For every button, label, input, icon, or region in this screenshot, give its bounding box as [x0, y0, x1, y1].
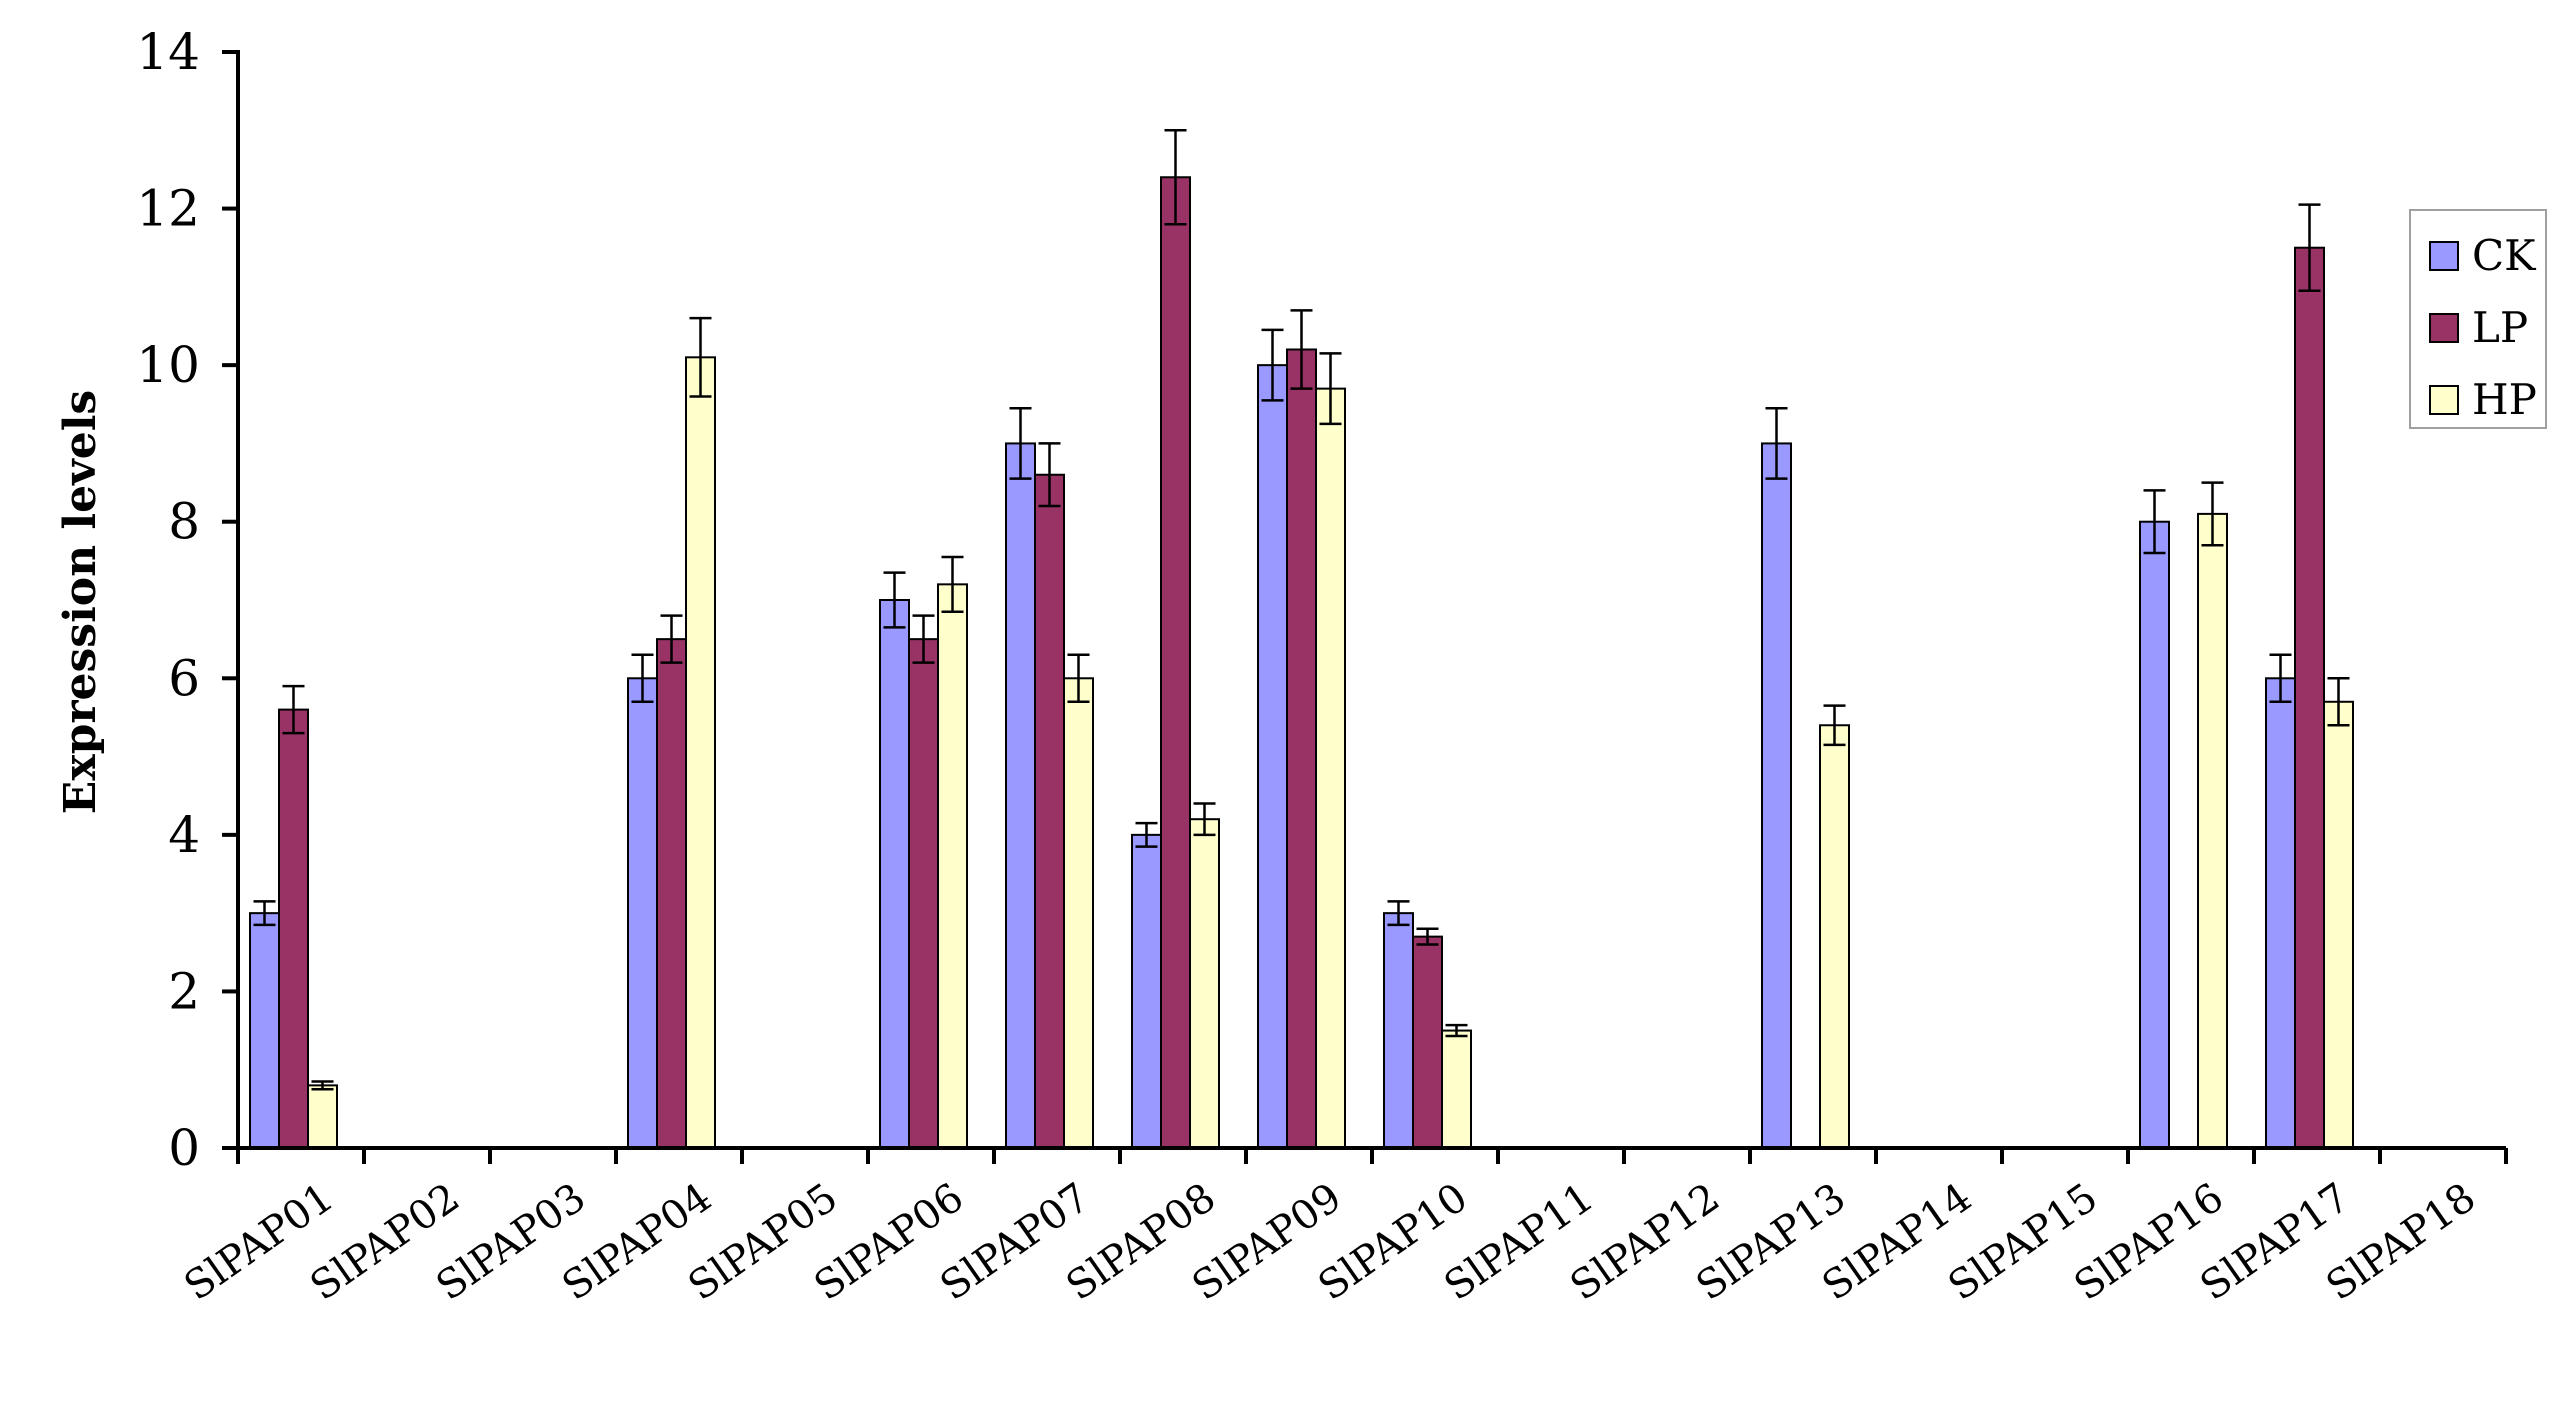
- error-bar-slpap08-hp: [1193, 802, 1216, 837]
- y-tick-label-12: 12: [136, 180, 200, 238]
- error-bar-slpap04-lp: [660, 614, 683, 664]
- error-bar-slpap17-lp: [2298, 203, 2321, 293]
- error-bar-slpap08-lp: [1164, 129, 1187, 226]
- y-tick-label-10: 10: [136, 336, 200, 394]
- error-bar-slpap07-hp: [1067, 653, 1090, 704]
- bar-slpap08-ck: [1131, 833, 1162, 1149]
- error-bar-slpap16-hp: [2201, 481, 2224, 547]
- bar-slpap10-lp: [1412, 935, 1443, 1150]
- bar-slpap07-lp: [1034, 473, 1065, 1149]
- error-bar-slpap10-lp: [1416, 927, 1439, 946]
- bar-slpap08-lp: [1160, 176, 1191, 1149]
- error-bar-slpap08-ck: [1135, 821, 1158, 848]
- bar-slpap07-hp: [1063, 677, 1094, 1149]
- error-bar-slpap04-ck: [631, 653, 654, 704]
- bar-slpap04-ck: [627, 677, 658, 1149]
- bar-slpap04-hp: [685, 356, 716, 1150]
- bar-slpap08-hp: [1189, 818, 1220, 1149]
- bar-slpap16-ck: [2139, 520, 2170, 1149]
- bar-slpap09-hp: [1315, 387, 1346, 1149]
- error-bar-slpap06-hp: [941, 555, 964, 613]
- error-bar-slpap06-ck: [883, 571, 906, 629]
- legend-swatch-hp: [2429, 385, 2459, 415]
- error-bar-slpap16-ck: [2143, 489, 2166, 555]
- legend-label-lp: LP: [2472, 303, 2528, 352]
- y-tick-label-6: 6: [168, 649, 200, 707]
- bar-slpap10-hp: [1441, 1029, 1472, 1149]
- error-bar-slpap07-lp: [1038, 442, 1061, 508]
- error-bar-slpap07-ck: [1009, 406, 1032, 480]
- legend-swatch-ck: [2429, 241, 2459, 271]
- error-bar-slpap13-hp: [1823, 704, 1846, 747]
- error-bar-slpap01-hp: [311, 1080, 334, 1091]
- bar-slpap16-hp: [2197, 512, 2228, 1149]
- bar-slpap09-ck: [1257, 364, 1288, 1149]
- legend: CK LP HP: [2409, 209, 2547, 429]
- bar-slpap04-lp: [656, 638, 687, 1150]
- bar-slpap17-ck: [2265, 677, 2296, 1149]
- legend-label-hp: HP: [2472, 375, 2537, 424]
- bar-slpap06-hp: [937, 583, 968, 1149]
- bar-slpap01-hp: [307, 1084, 338, 1150]
- y-tick-label-0: 0: [168, 1119, 200, 1177]
- bar-slpap10-ck: [1383, 912, 1414, 1150]
- y-tick-label-14: 14: [136, 23, 200, 81]
- error-bar-slpap04-hp: [689, 316, 712, 398]
- error-bar-slpap09-lp: [1290, 309, 1313, 390]
- bar-slpap09-lp: [1286, 348, 1317, 1149]
- error-bar-slpap10-hp: [1445, 1023, 1468, 1038]
- error-bar-slpap01-ck: [253, 900, 276, 927]
- error-bar-slpap01-lp: [282, 684, 305, 735]
- bars-layer: [249, 129, 2354, 1150]
- axes-layer: [222, 50, 2508, 1164]
- legend-label-ck: CK: [2472, 231, 2537, 280]
- bar-slpap01-lp: [278, 708, 309, 1149]
- error-bar-slpap17-hp: [2327, 677, 2350, 727]
- y-tick-label-2: 2: [168, 962, 200, 1020]
- legend-swatch-lp: [2429, 313, 2459, 343]
- y-axis-title: Expression levels: [55, 390, 106, 814]
- error-bar-slpap10-ck: [1387, 900, 1410, 927]
- bar-slpap01-ck: [249, 912, 280, 1150]
- bar-slpap06-lp: [908, 638, 939, 1150]
- error-bar-slpap17-ck: [2269, 653, 2292, 704]
- error-bar-slpap13-ck: [1765, 406, 1788, 480]
- error-bar-slpap09-hp: [1319, 352, 1342, 426]
- error-bar-slpap06-lp: [912, 614, 935, 664]
- y-tick-label-8: 8: [168, 493, 200, 551]
- bar-slpap17-hp: [2323, 700, 2354, 1149]
- bar-slpap13-ck: [1761, 442, 1792, 1149]
- error-bar-slpap09-ck: [1261, 328, 1284, 402]
- bar-slpap17-lp: [2294, 246, 2325, 1149]
- bar-slpap06-ck: [879, 599, 910, 1149]
- bar-slpap07-ck: [1005, 442, 1036, 1149]
- y-tick-label-4: 4: [168, 806, 200, 864]
- bar-slpap13-hp: [1819, 724, 1850, 1149]
